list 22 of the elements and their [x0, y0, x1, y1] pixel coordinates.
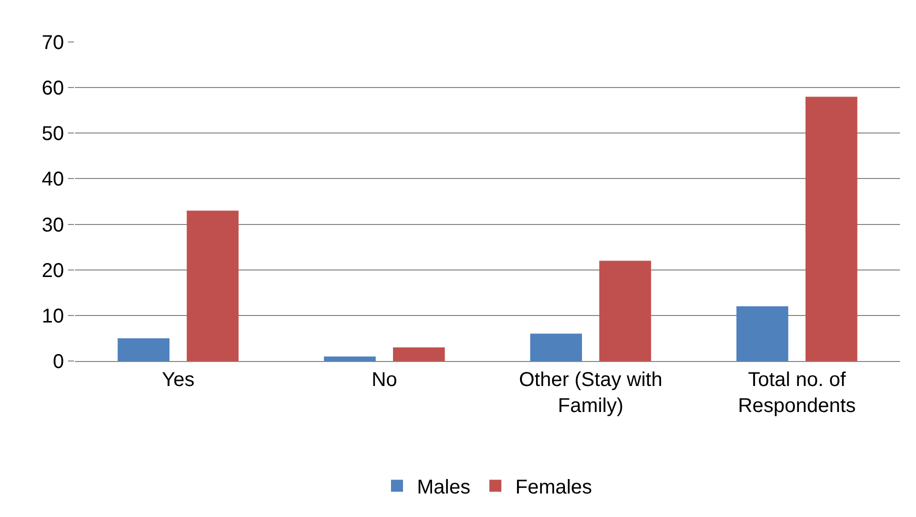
legend-label: Females — [515, 476, 592, 499]
x-tick-label: Yes — [162, 369, 194, 391]
y-tick-label: 20 — [42, 260, 64, 282]
bar — [736, 306, 788, 361]
bar — [186, 210, 239, 361]
y-tick-label: 50 — [42, 123, 64, 146]
bar — [599, 260, 652, 361]
x-tick-label: No — [372, 369, 398, 391]
bar — [806, 96, 858, 361]
y-tick-label: 70 — [42, 32, 64, 54]
y-tick-label: 10 — [42, 305, 64, 328]
bar — [118, 338, 170, 361]
y-tick-label: 30 — [42, 214, 64, 236]
x-tick-label: Other (Stay with Family) — [518, 369, 662, 417]
bar — [324, 356, 376, 361]
y-tick-label: 40 — [42, 168, 64, 191]
bar — [530, 334, 582, 361]
bar — [393, 347, 445, 361]
legend-label: Males — [417, 476, 470, 499]
y-tick-label: 0 — [52, 351, 64, 373]
y-tick-label: 60 — [42, 78, 64, 100]
x-tick-label: Total no. of Respondents — [738, 369, 856, 417]
